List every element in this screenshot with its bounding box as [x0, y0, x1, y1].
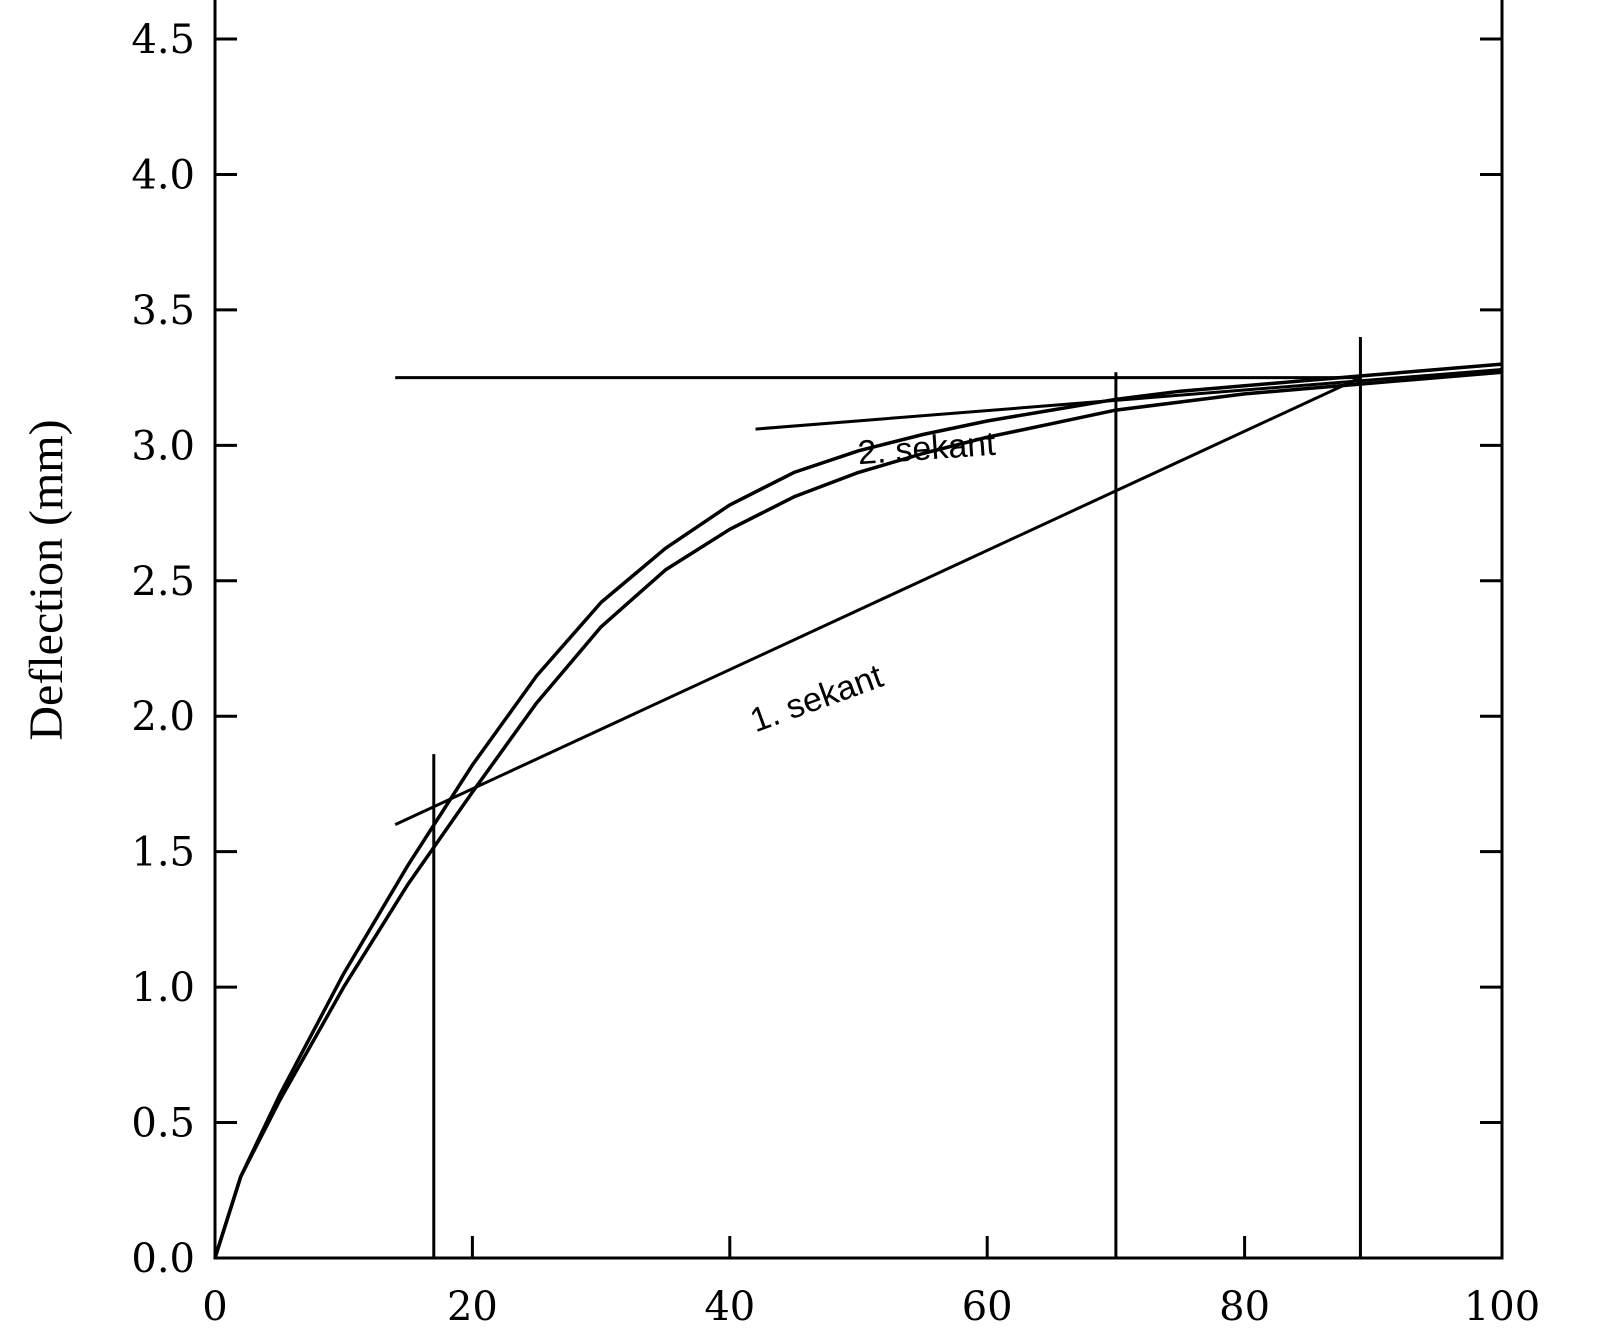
y-tick-label-4: 2.0 [131, 694, 195, 740]
plot-frame [213, 0, 1504, 1260]
reference-line-0 [394, 376, 1362, 826]
y-tick-label-9: 4.5 [131, 17, 195, 63]
x-tick-label-3: 60 [962, 1284, 1013, 1330]
y-tick-label-0: 0.0 [131, 1236, 195, 1282]
y-tick-label-1: 0.5 [131, 1101, 195, 1147]
series-line-0 [213, 362, 1503, 1259]
reference-lines [394, 336, 1503, 1258]
x-tick-label-5: 100 [1464, 1284, 1540, 1330]
x-tick-label-1: 20 [447, 1284, 498, 1330]
y-tick-label-6: 3.0 [131, 423, 195, 469]
y-tick-label-2: 1.0 [131, 965, 195, 1011]
x-tick-label-2: 40 [704, 1284, 755, 1330]
x-tick-label-0: 0 [202, 1284, 227, 1330]
annotation-label-1: 2. sekant [856, 425, 997, 473]
ticks-layer: 0 20 40 60 80 100 0.0 0.5 1.0 1.5 2.0 2.5 3.0 3.5 4.0 4… [131, 17, 1540, 1330]
x-tick-label-4: 80 [1219, 1284, 1270, 1330]
series-line-1 [213, 370, 1503, 1259]
y-tick-label-5: 2.5 [131, 559, 195, 605]
y-tick-label-7: 3.5 [131, 288, 195, 334]
y-tick-label-3: 1.5 [131, 830, 195, 876]
y-tick-label-8: 4.0 [131, 152, 195, 198]
annotation-label-0: 1. sekant [745, 657, 888, 740]
series-layer [213, 362, 1503, 1259]
y-axis-label: Deflection (mm) [20, 419, 73, 740]
annotations-layer: 1. sekant 2. sekant [745, 425, 997, 740]
